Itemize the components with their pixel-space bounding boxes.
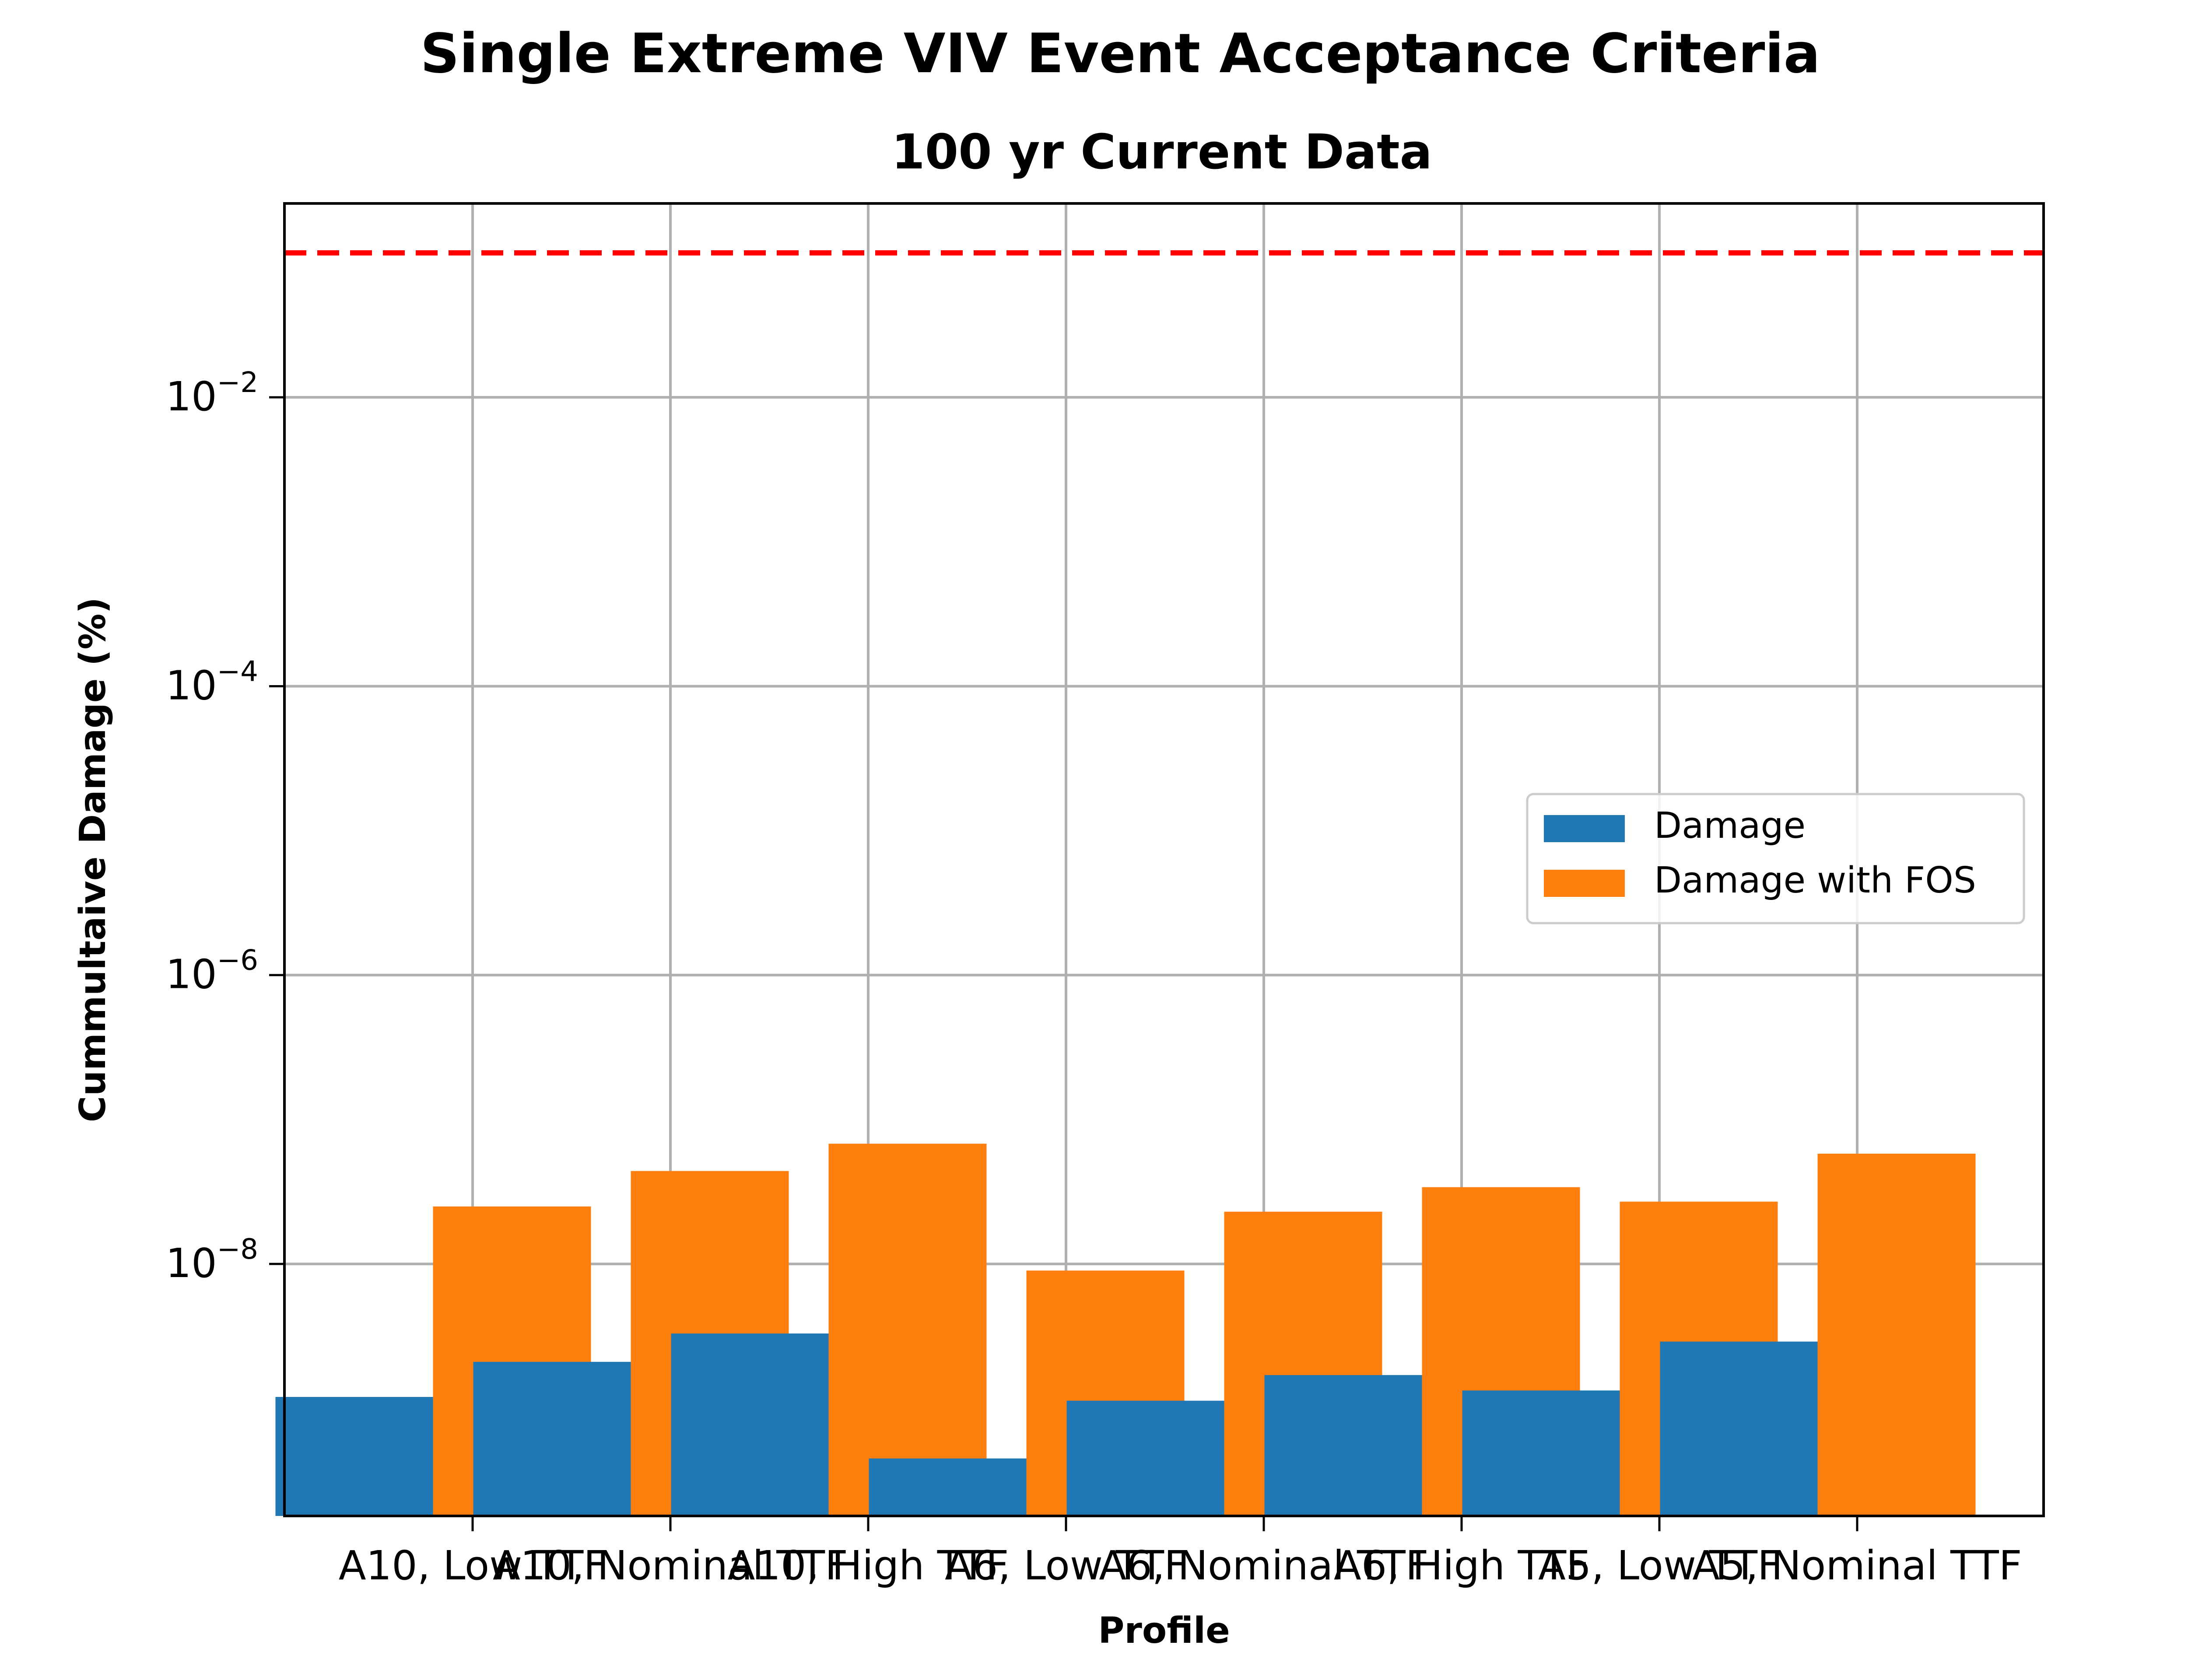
chart-title: Single Extreme VIV Event Acceptance Crit…	[420, 22, 1820, 85]
bar-damage	[275, 1396, 434, 1516]
x-tick-label: A10, Low TTF	[339, 1542, 607, 1589]
legend-box	[1526, 793, 2025, 924]
legend-swatch	[1544, 870, 1625, 897]
x-axis-label: Profile	[1098, 1610, 1230, 1652]
bar-damage	[473, 1362, 631, 1516]
chart-subtitle: 100 yr Current Data	[891, 124, 1432, 180]
y-tick-label: 10−2	[166, 367, 258, 420]
bar-damage	[1066, 1400, 1225, 1516]
x-tick-label: A6, High TTF	[1334, 1542, 1589, 1589]
bar-damage-with-fos	[1817, 1153, 1976, 1516]
x-tick-label: A5, Nominal TTF	[1692, 1542, 2022, 1589]
y-tick-label: 10−8	[166, 1233, 258, 1287]
legend: Damage Damage with FOS	[1526, 793, 2025, 924]
x-tick-label: A5, Low TTF	[1538, 1542, 1781, 1589]
x-tick-label: A6, Low TTF	[945, 1542, 1187, 1589]
bar-damage-with-fos	[828, 1144, 987, 1516]
y-axis-label: Cummultaive Damage (%)	[72, 597, 114, 1122]
bar-damage	[1462, 1390, 1620, 1516]
legend-swatch	[1544, 815, 1625, 842]
legend-label: Damage with FOS	[1654, 860, 1976, 901]
y-tick-exponent: −2	[217, 367, 258, 399]
bar-damage	[671, 1333, 829, 1516]
y-tick-base: 10	[166, 1240, 217, 1287]
x-tick-label: A10, Nominal TTF	[493, 1542, 848, 1589]
plot-frame	[283, 202, 2045, 1517]
y-tick-label: 10−4	[166, 655, 258, 709]
legend-label: Damage	[1654, 805, 1806, 847]
bar-damage	[869, 1458, 1027, 1516]
bar-damage	[1660, 1341, 1818, 1516]
bars	[275, 1144, 1976, 1516]
y-tick-label: 10−6	[166, 945, 258, 998]
y-tick-base: 10	[166, 662, 217, 709]
y-tick-exponent: −4	[217, 655, 258, 688]
y-tick-base: 10	[166, 951, 217, 998]
x-tick-label: A6, Nominal TTF	[1099, 1542, 1428, 1589]
x-tick-label: A10, High TTF	[728, 1542, 1009, 1589]
y-tick-base: 10	[166, 373, 217, 420]
y-tick-exponent: −8	[217, 1233, 258, 1266]
bar-damage	[1264, 1375, 1423, 1516]
y-tick-exponent: −6	[217, 945, 258, 977]
